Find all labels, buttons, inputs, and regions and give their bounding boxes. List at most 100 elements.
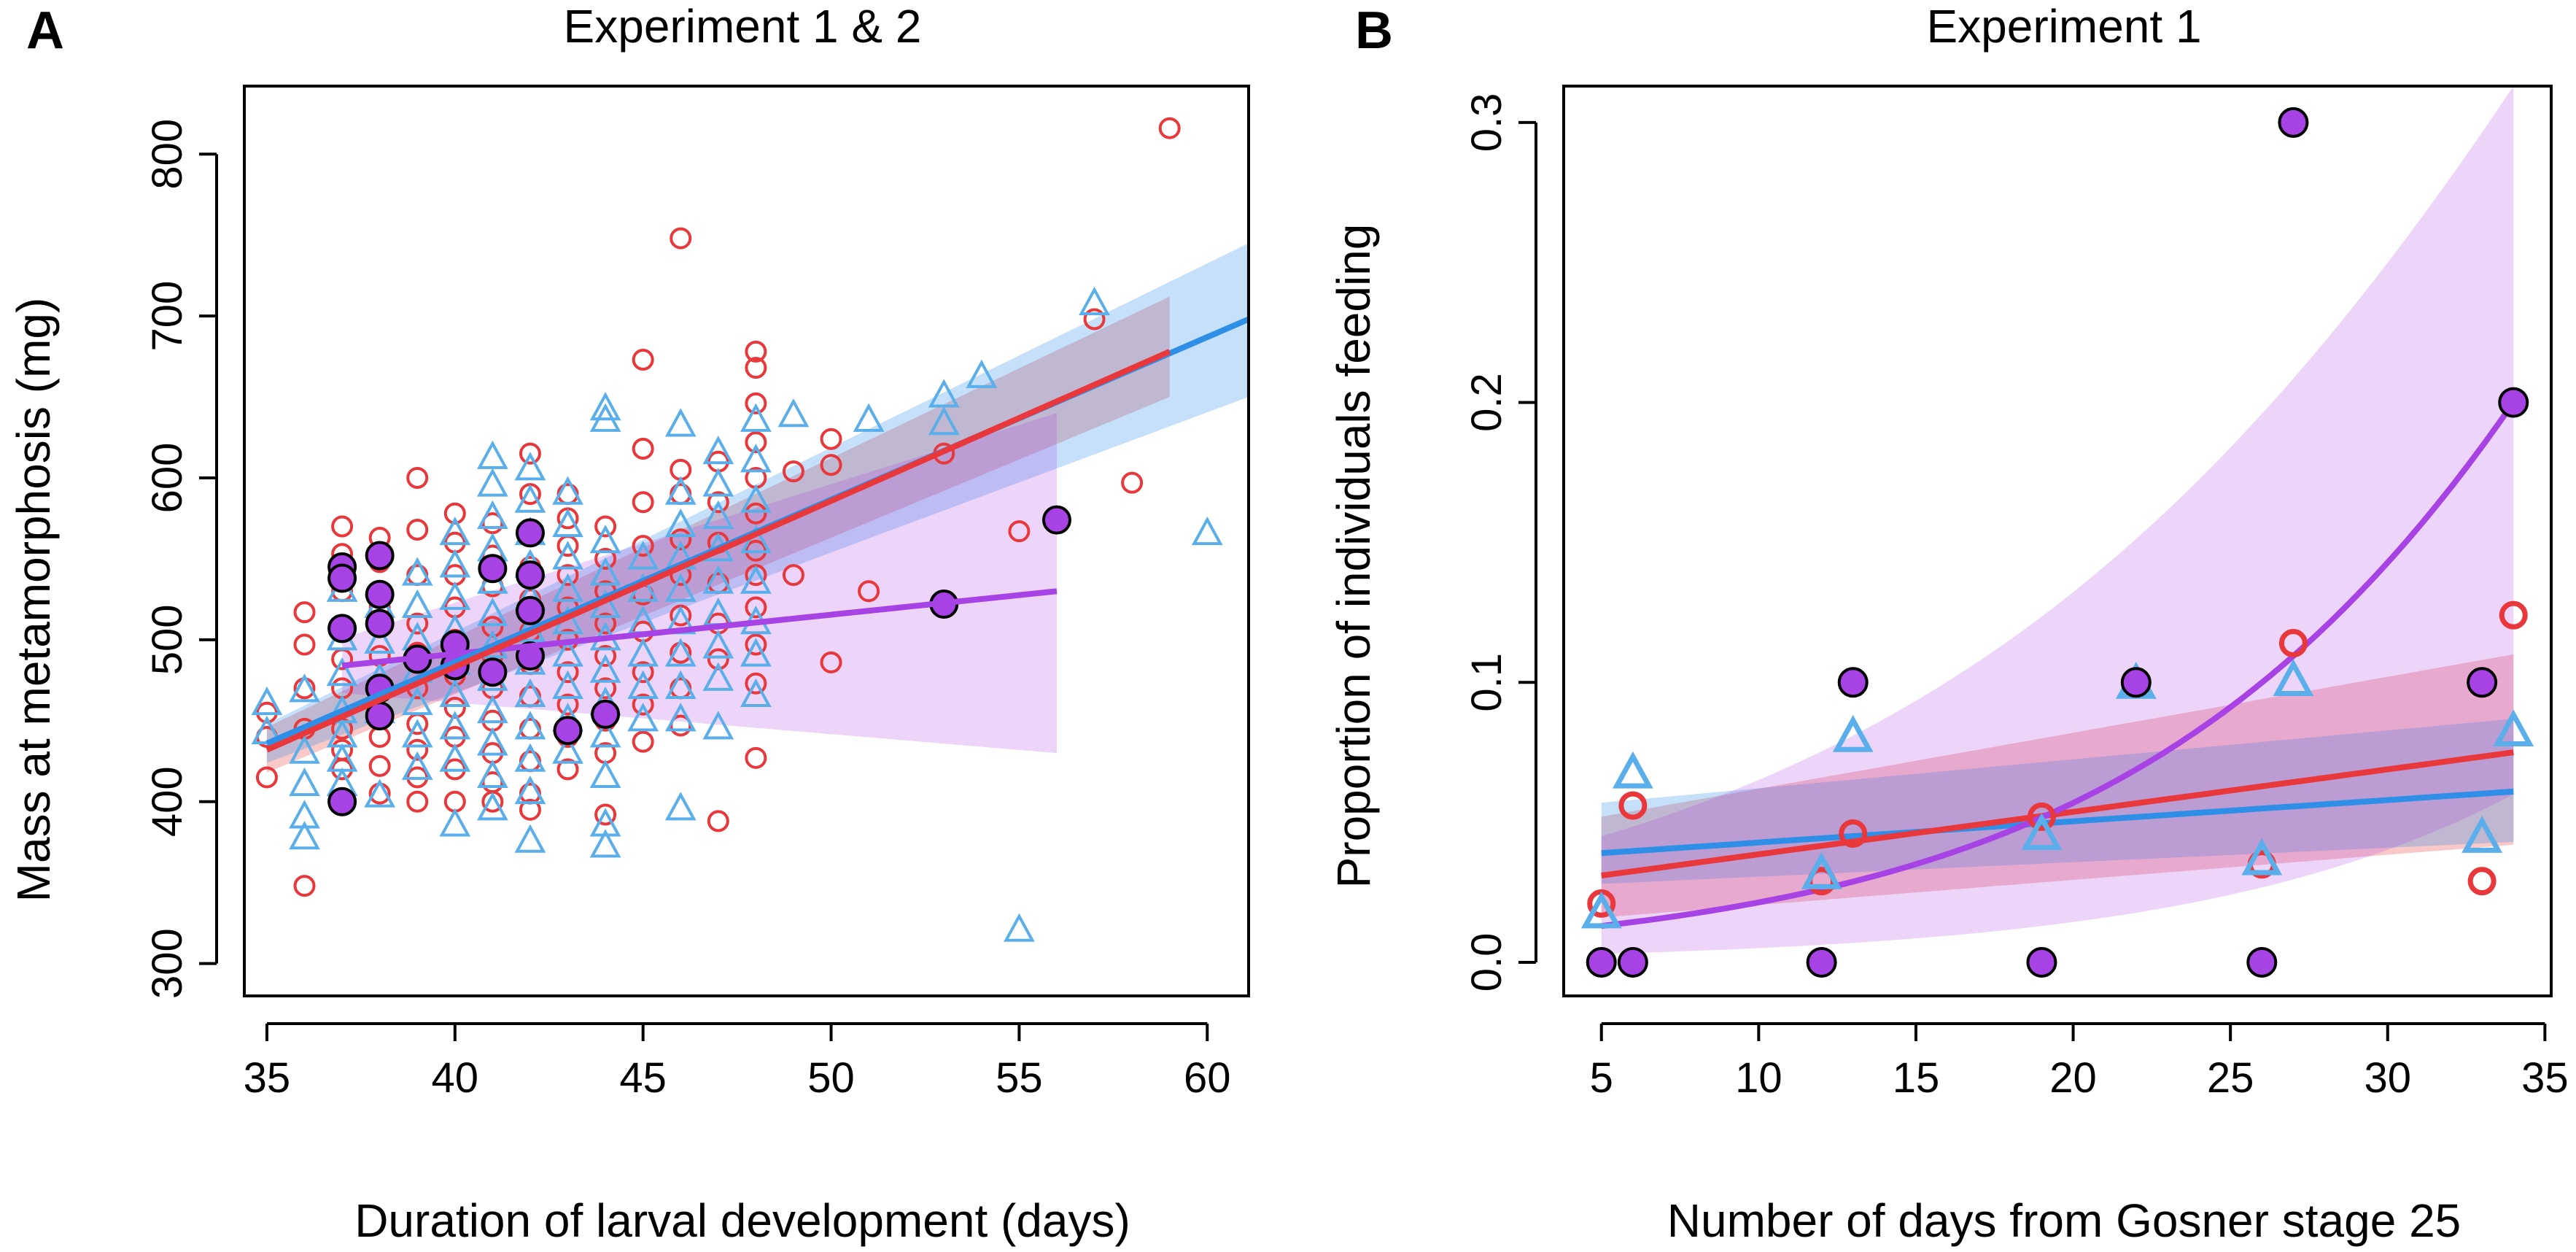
panel-a-blue-point <box>740 444 772 473</box>
panel-a-plot-frame <box>243 85 1250 997</box>
panel-a-blue-point <box>664 508 697 538</box>
panel-a-red-point <box>519 798 541 821</box>
panel-a-red-point <box>820 651 842 673</box>
panel-a-red-point <box>632 491 654 514</box>
panel-a-red-point <box>556 693 579 716</box>
panel-a-red-point <box>594 547 617 570</box>
panel-a-blue-point <box>401 686 433 716</box>
panel-a-red-point <box>293 875 316 897</box>
panel-a-y-tick-label: 300 <box>144 928 191 999</box>
panel-a-blue-point <box>514 484 546 513</box>
panel-a-red-point <box>406 738 429 761</box>
panel-a-blue-point <box>702 630 734 659</box>
panel-a-blue-point <box>702 565 734 594</box>
panel-a-red-point <box>707 648 729 671</box>
panel-a-red-point <box>632 693 654 716</box>
panel-b: 5 10 15 20 25 30 35 0.0 0.1 0.2 0.3 B Experiment 1… <box>1327 0 2569 1247</box>
panel-a-red-point <box>556 661 579 684</box>
panel-a-blue-point <box>477 759 508 788</box>
panel-b-x-tick-label: 25 <box>2207 1054 2254 1102</box>
panel-a-x-axis-label: Duration of larval development (days) <box>354 1194 1130 1247</box>
panel-a-blue-point <box>627 670 659 699</box>
panel-a-blue-point <box>477 792 508 821</box>
panel-a-blue-point <box>627 638 659 667</box>
panel-b-red-point <box>2467 867 2497 896</box>
panel-a-red-point <box>594 677 617 700</box>
panel-a-blue-point <box>966 359 998 388</box>
panel-a-red-point <box>519 442 541 465</box>
panel-a-purple-point <box>478 554 508 584</box>
panel-a-purple-point <box>553 716 583 746</box>
panel-b-purple-point <box>1837 667 1869 698</box>
panel-a-blue-point <box>552 573 583 602</box>
panel-a-blue-point <box>777 398 810 428</box>
panel-b-y-tick-label: 0.1 <box>1463 653 1510 712</box>
panel-a-blue-point <box>364 625 396 654</box>
panel-a-blue-point <box>589 719 621 748</box>
panel-a-red-point <box>1083 308 1106 331</box>
panel-a-red-point <box>481 616 504 638</box>
panel-b-blue-point <box>1580 891 1622 929</box>
panel-a-red-point <box>255 766 278 789</box>
panel-a-y-tick-label: 600 <box>144 443 191 514</box>
panel-a-y-tick-label: 400 <box>144 766 191 837</box>
panel-a-blue-point <box>702 662 734 691</box>
panel-b-purple-confidence-band <box>1601 86 2514 954</box>
panel-a-red-point <box>745 357 767 379</box>
panel-a-red-point <box>782 460 804 483</box>
panel-a-red-point <box>745 672 767 695</box>
panel-b-y-tick-label: 0.3 <box>1463 93 1510 152</box>
panel-a-red-point <box>632 661 654 684</box>
panel-a-blue-point <box>928 379 960 408</box>
panel-a-purple-point <box>1041 505 1071 535</box>
panel-a-y-tick-label: 500 <box>144 604 191 675</box>
panel-b-blue-point <box>2273 659 2314 696</box>
panel-a-blue-point <box>289 735 320 764</box>
panel-a-red-point <box>820 454 842 476</box>
panel-a-blue-point <box>439 678 471 708</box>
panel-a-blue-point <box>664 792 697 821</box>
panel-a-purple-point <box>478 657 508 687</box>
panel-b-red-point <box>1839 819 1868 848</box>
panel-a-blue-point <box>552 735 583 764</box>
panel-a-blue-point <box>589 403 621 432</box>
panel-a-blue-point <box>1079 286 1110 316</box>
panel-a-red-fit-line <box>265 349 1171 753</box>
panel-a-purple-point <box>327 614 357 644</box>
panel-a-blue-point <box>589 557 621 586</box>
panel-b-purple-point <box>2246 946 2278 978</box>
panel-a-y-tick-label: 700 <box>144 281 191 352</box>
panel-b-x-axis-label: Number of days from Gosner stage 25 <box>1667 1194 2461 1247</box>
panel-a-axes: 35 40 45 50 55 60 300 400 500 600 700 800 <box>144 85 1250 1102</box>
panel-a-blue-point <box>477 727 508 756</box>
panel-b-x-tick-label: 15 <box>1893 1054 1940 1102</box>
panel-b-purple-point <box>2467 667 2498 698</box>
panel-a-red-point <box>594 612 617 635</box>
panel-a-red-point <box>820 428 842 450</box>
panel-a-red-point <box>632 438 654 460</box>
panel-a-blue-point <box>589 392 621 421</box>
panel-b-red-confidence-band <box>1601 654 2514 918</box>
panel-a-blue-point <box>477 468 508 497</box>
panel-b-blue-point <box>2021 813 2063 850</box>
panel-b-blue-point <box>2461 816 2503 853</box>
panel-a-blue-point <box>514 824 546 853</box>
panel-a-red-point <box>782 564 804 587</box>
panel-a-blue-point <box>664 476 697 505</box>
panel-a-y-tick-label: 800 <box>144 119 191 190</box>
panel-a-red-point <box>745 431 767 454</box>
panel-a-red-point <box>594 803 617 826</box>
panel-a-blue-point <box>664 408 697 437</box>
panel-a-purple-point <box>515 560 545 590</box>
panel-a-blue-point <box>477 500 508 529</box>
panel-a-red-point <box>443 697 466 719</box>
panel-a-blue-point <box>740 565 772 594</box>
panel-b-blue-point <box>2493 709 2534 747</box>
panel-a-blue-point <box>289 673 320 703</box>
panel-b-blue-point <box>1612 751 1653 789</box>
panel-a-blue-point <box>1004 913 1035 942</box>
panel-b-purple-point <box>1586 946 1617 978</box>
panel-a-blue-point <box>477 597 508 627</box>
panel-a-x-tick-label: 55 <box>996 1054 1043 1102</box>
panel-a-x-tick-label: 45 <box>619 1054 667 1102</box>
